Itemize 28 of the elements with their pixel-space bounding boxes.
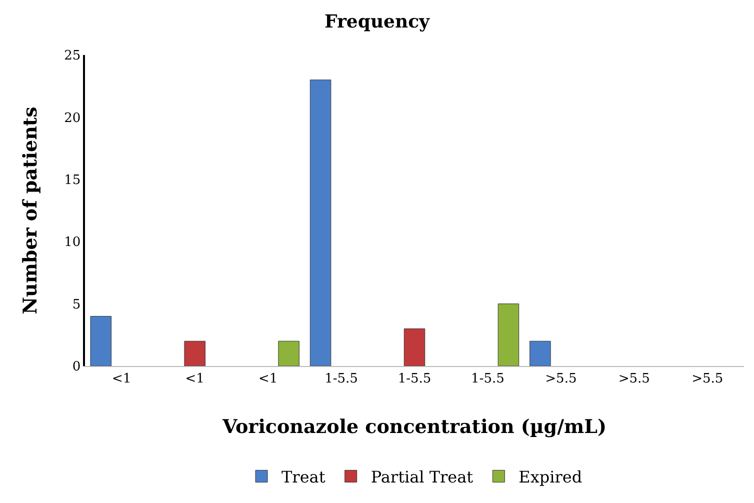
x-tick-label: <1: [258, 372, 278, 387]
x-tick-label: 1-5.5: [471, 372, 504, 387]
bar: [404, 328, 426, 366]
y-tick-label: 15: [64, 172, 81, 188]
x-tick-label: >5.5: [545, 372, 577, 387]
y-tick-label: 5: [72, 297, 81, 312]
x-tick-label: <1: [112, 372, 132, 387]
legend-label: Treat: [282, 467, 326, 486]
x-tick-label: >5.5: [692, 372, 724, 387]
x-tick-label: 1-5.5: [398, 372, 432, 387]
bar: [498, 304, 520, 366]
bar: [530, 340, 551, 366]
legend-label: Expired: [518, 467, 582, 486]
y-axis-title: Number of patients: [20, 106, 42, 314]
x-tick-label: <1: [185, 372, 204, 387]
y-tick-label: 0: [72, 360, 81, 375]
chart-title: Frequency: [324, 12, 430, 33]
x-tick-label: >5.5: [618, 372, 650, 387]
y-tick-label: 20: [64, 110, 81, 126]
legend-label: Partial Treat: [370, 467, 474, 486]
y-tick-label: 25: [64, 48, 81, 64]
bar: [90, 316, 112, 366]
bar: [278, 340, 300, 366]
x-axis-title: Voriconazole concentration (µg/mL): [222, 416, 606, 438]
bar: [184, 340, 206, 366]
x-tick-label: 1-5.5: [324, 372, 358, 387]
bar: [310, 80, 332, 366]
y-tick-label: 10: [64, 235, 81, 250]
